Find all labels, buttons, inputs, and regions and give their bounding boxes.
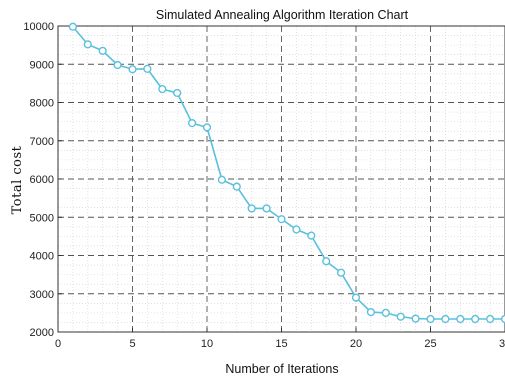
data-point	[486, 314, 495, 324]
data-point	[366, 308, 376, 317]
x-axis-ticks: 0 5 10 15 20 25 3	[55, 328, 505, 350]
data-point	[173, 88, 182, 98]
data-point	[307, 231, 316, 240]
series-line	[72, 26, 505, 320]
data-point	[217, 175, 227, 184]
y-tick-label: 9000	[30, 59, 54, 71]
data-point	[113, 60, 122, 70]
y-tick-label: 6000	[30, 174, 54, 186]
data-point	[247, 204, 256, 213]
x-tick-label: 3	[499, 338, 505, 350]
x-tick-label: 20	[350, 338, 362, 350]
series-group	[68, 22, 505, 324]
data-point	[262, 204, 271, 213]
data-point	[202, 123, 212, 132]
y-tick-label: 5000	[30, 212, 54, 224]
data-point	[456, 314, 465, 324]
chart-title: Simulated Annealing Algorithm Iteration …	[156, 8, 409, 22]
data-point	[351, 293, 361, 302]
y-axis-ticks: 2000 3000 4000 5000 6000 7000 8000 9000 10000	[23, 21, 62, 339]
data-point	[143, 64, 152, 73]
y-tick-label: 2000	[30, 327, 54, 339]
data-point	[337, 268, 346, 277]
data-point	[292, 225, 301, 234]
data-point	[128, 65, 137, 74]
y-tick-label: 10000	[23, 21, 54, 33]
y-tick-label: 8000	[30, 98, 54, 110]
y-tick-label: 3000	[30, 289, 54, 301]
x-tick-label: 25	[424, 338, 436, 350]
y-axis-label: Total cost	[10, 145, 25, 214]
x-tick-label: 0	[55, 338, 61, 350]
data-point	[396, 312, 405, 321]
data-point	[441, 314, 450, 324]
y-tick-label: 4000	[30, 251, 54, 263]
data-point	[83, 40, 92, 49]
data-point	[277, 215, 286, 224]
data-point	[471, 314, 480, 324]
data-point	[381, 308, 390, 317]
x-tick-label: 10	[201, 338, 213, 350]
major-grid	[58, 26, 505, 332]
data-point	[232, 182, 241, 191]
data-point	[500, 314, 505, 324]
x-tick-label: 15	[275, 338, 287, 350]
data-point	[322, 257, 331, 266]
data-point	[158, 85, 167, 94]
y-tick-label: 7000	[30, 136, 54, 148]
data-point	[426, 314, 435, 324]
data-point	[411, 314, 420, 323]
data-point	[188, 119, 197, 128]
data-point	[68, 22, 78, 31]
x-tick-label: 5	[129, 338, 135, 350]
data-point	[98, 46, 107, 55]
x-axis-label: Number of Iterations	[225, 362, 338, 376]
